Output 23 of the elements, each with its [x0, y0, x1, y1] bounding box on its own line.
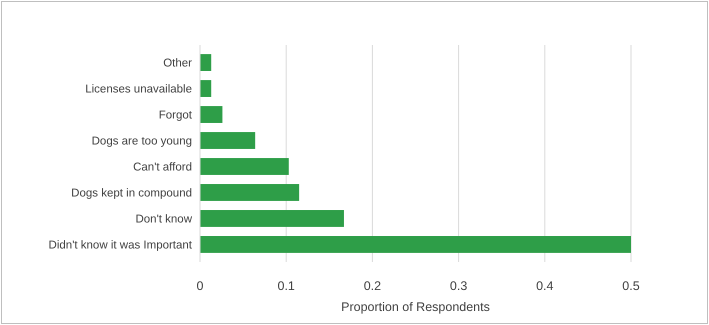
y-tick-label: Other [163, 58, 192, 70]
x-tick-label: 0.5 [622, 279, 640, 293]
bar [200, 210, 344, 227]
x-tick-label: 0.4 [536, 279, 554, 293]
y-tick-label: Licenses unavailable [85, 84, 192, 96]
x-axis-title: Proportion of Respondents [341, 300, 490, 314]
y-tick-label: Dogs are too young [92, 136, 192, 148]
x-tick-label: 0.3 [450, 279, 468, 293]
bar [200, 80, 212, 97]
x-tick-label: 0.1 [278, 279, 295, 293]
bar [200, 158, 289, 175]
y-tick-label: Don't know [135, 213, 193, 226]
bar [200, 54, 212, 71]
bar [200, 236, 631, 253]
y-tick-label: Forgot [158, 110, 193, 122]
x-tick-label: 0 [196, 279, 204, 293]
y-tick-label: Didn't know it was Important [48, 239, 193, 252]
bar [200, 132, 256, 149]
bar [200, 106, 222, 123]
y-tick-label: Can't afford [133, 162, 192, 174]
bar [200, 184, 300, 201]
x-tick-label: 0.2 [364, 279, 382, 293]
y-tick-label: Dogs kept in compound [71, 188, 192, 200]
